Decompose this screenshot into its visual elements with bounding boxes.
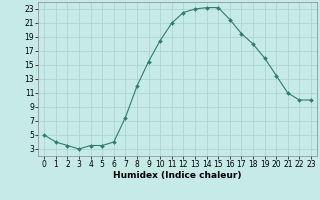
X-axis label: Humidex (Indice chaleur): Humidex (Indice chaleur) (113, 171, 242, 180)
